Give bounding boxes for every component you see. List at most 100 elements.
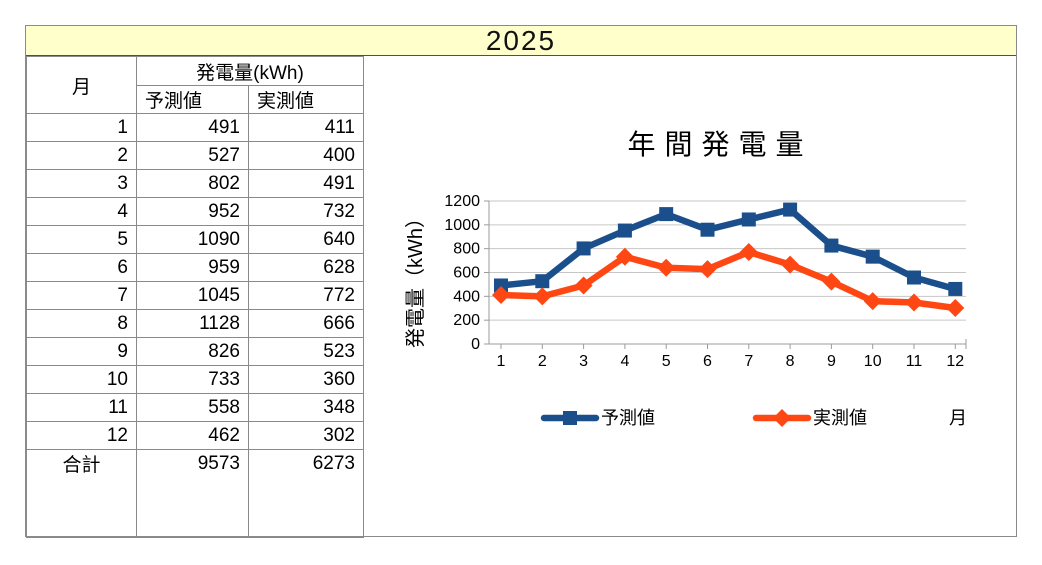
x-tick-label: 1 (497, 353, 506, 370)
data-point-marker (657, 258, 676, 277)
total-actual-cell[interactable]: 6273 (248, 449, 364, 478)
table-row: 11 558 348 (26, 393, 364, 422)
month-cell[interactable]: 10 (26, 365, 137, 394)
forecast-cell[interactable]: 558 (136, 393, 249, 422)
forecast-cell[interactable]: 733 (136, 365, 249, 394)
data-point-marker (535, 274, 550, 289)
data-point-marker (615, 247, 634, 266)
table-row: 9 826 523 (26, 337, 364, 366)
forecast-cell[interactable]: 1090 (136, 225, 249, 254)
x-tick-label: 10 (864, 353, 882, 370)
data-point-marker (739, 243, 758, 262)
data-point-marker (824, 238, 839, 253)
data-point-marker (946, 299, 965, 318)
legend-marker (563, 411, 577, 425)
data-point-marker (865, 249, 880, 264)
actual-cell[interactable]: 400 (248, 141, 364, 170)
table-subheader-row: 予測値 実測値 (27, 85, 364, 114)
actual-cell[interactable]: 411 (248, 113, 364, 142)
data-point-marker (783, 202, 798, 217)
y-tick-label: 600 (453, 265, 480, 282)
actual-cell[interactable]: 628 (248, 253, 364, 282)
month-cell[interactable]: 8 (26, 309, 137, 338)
table-total-row: 合計 9573 6273 (26, 449, 364, 478)
month-cell[interactable]: 6 (26, 253, 137, 282)
sheet-area: 2025 月 発電量(kWh) 予測値 実測値 1 491 411 2 527 400 3 8… (25, 25, 1019, 538)
empty-cell[interactable] (136, 477, 249, 538)
forecast-cell[interactable]: 952 (136, 197, 249, 226)
data-point-marker (948, 281, 963, 296)
chart-title: 年間発電量 (627, 129, 812, 160)
series-line-forecast (497, 206, 959, 293)
month-cell[interactable]: 9 (26, 337, 137, 366)
forecast-cell[interactable]: 527 (136, 141, 249, 170)
actual-cell[interactable]: 348 (248, 393, 364, 422)
x-tick-label: 5 (662, 353, 671, 370)
month-cell[interactable]: 4 (26, 197, 137, 226)
data-point-marker (905, 293, 923, 312)
actual-cell[interactable]: 732 (248, 197, 364, 226)
data-point-marker (576, 241, 591, 256)
y-tick-label: 1000 (444, 217, 480, 234)
x-axis-label: 月 (949, 408, 967, 428)
table-row: 5 1090 640 (26, 225, 364, 254)
y-tick-label: 400 (453, 288, 480, 305)
forecast-cell[interactable]: 491 (136, 113, 249, 142)
actual-cell[interactable]: 666 (248, 309, 364, 338)
data-point-marker (617, 223, 632, 238)
table-row: 12 462 302 (26, 421, 364, 450)
month-cell[interactable]: 1 (26, 113, 137, 142)
generation-group-header[interactable]: 発電量(kWh) (136, 56, 364, 86)
forecast-cell[interactable]: 802 (136, 169, 249, 198)
x-tick-label: 3 (579, 353, 588, 370)
actual-cell[interactable]: 360 (248, 365, 364, 394)
data-point-marker (494, 278, 508, 293)
y-tick-label: 800 (453, 241, 480, 258)
actual-cell[interactable]: 491 (248, 169, 364, 198)
table-row: 7 1045 772 (26, 281, 364, 310)
actual-cell[interactable]: 302 (248, 421, 364, 450)
data-point-marker (574, 276, 593, 295)
month-cell[interactable]: 12 (26, 421, 137, 450)
data-point-marker (700, 222, 715, 237)
actual-cell[interactable]: 772 (248, 281, 364, 310)
month-cell[interactable]: 3 (26, 169, 137, 198)
data-point-marker (822, 272, 841, 291)
month-cell[interactable]: 11 (26, 393, 137, 422)
actual-cell[interactable]: 523 (248, 337, 364, 366)
month-cell[interactable]: 2 (26, 141, 137, 170)
data-point-marker (863, 292, 882, 311)
month-cell[interactable]: 5 (26, 225, 137, 254)
data-point-marker (741, 212, 756, 227)
forecast-cell[interactable]: 1128 (136, 309, 249, 338)
total-forecast-cell[interactable]: 9573 (136, 449, 249, 478)
forecast-cell[interactable]: 1045 (136, 281, 249, 310)
forecast-cell[interactable]: 462 (136, 421, 249, 450)
forecast-cell[interactable]: 959 (136, 253, 249, 282)
table-row: 3 802 491 (26, 169, 364, 198)
forecast-column-header[interactable]: 予測値 (136, 85, 249, 114)
data-point-marker (907, 270, 921, 285)
x-tick-label: 9 (827, 353, 836, 370)
table-row: 8 1128 666 (26, 309, 364, 338)
month-column-header[interactable]: 月 (26, 56, 137, 114)
table-header-row: 月 発電量(kWh) (26, 56, 364, 114)
y-axis-label: 発電量（kWh） (404, 208, 427, 348)
forecast-cell[interactable]: 826 (136, 337, 249, 366)
year-title-cell[interactable]: 2025 (26, 25, 1016, 56)
month-cell[interactable]: 7 (26, 281, 137, 310)
actual-cell[interactable]: 640 (248, 225, 364, 254)
legend-marker (773, 409, 791, 427)
x-tick-label: 8 (786, 353, 795, 370)
data-point-marker (659, 207, 674, 222)
y-tick-label: 0 (471, 336, 480, 353)
x-tick-label: 6 (703, 353, 712, 370)
table-row: 6 959 628 (26, 253, 364, 282)
x-tick-label: 11 (906, 353, 923, 370)
generation-table: 月 発電量(kWh) 予測値 実測値 1 491 411 2 527 400 3 802 491… (26, 56, 364, 538)
total-label-cell[interactable]: 合計 (26, 449, 137, 478)
empty-cell[interactable] (248, 477, 364, 538)
actual-column-header[interactable]: 実測値 (248, 85, 364, 114)
empty-cell[interactable] (26, 477, 137, 538)
